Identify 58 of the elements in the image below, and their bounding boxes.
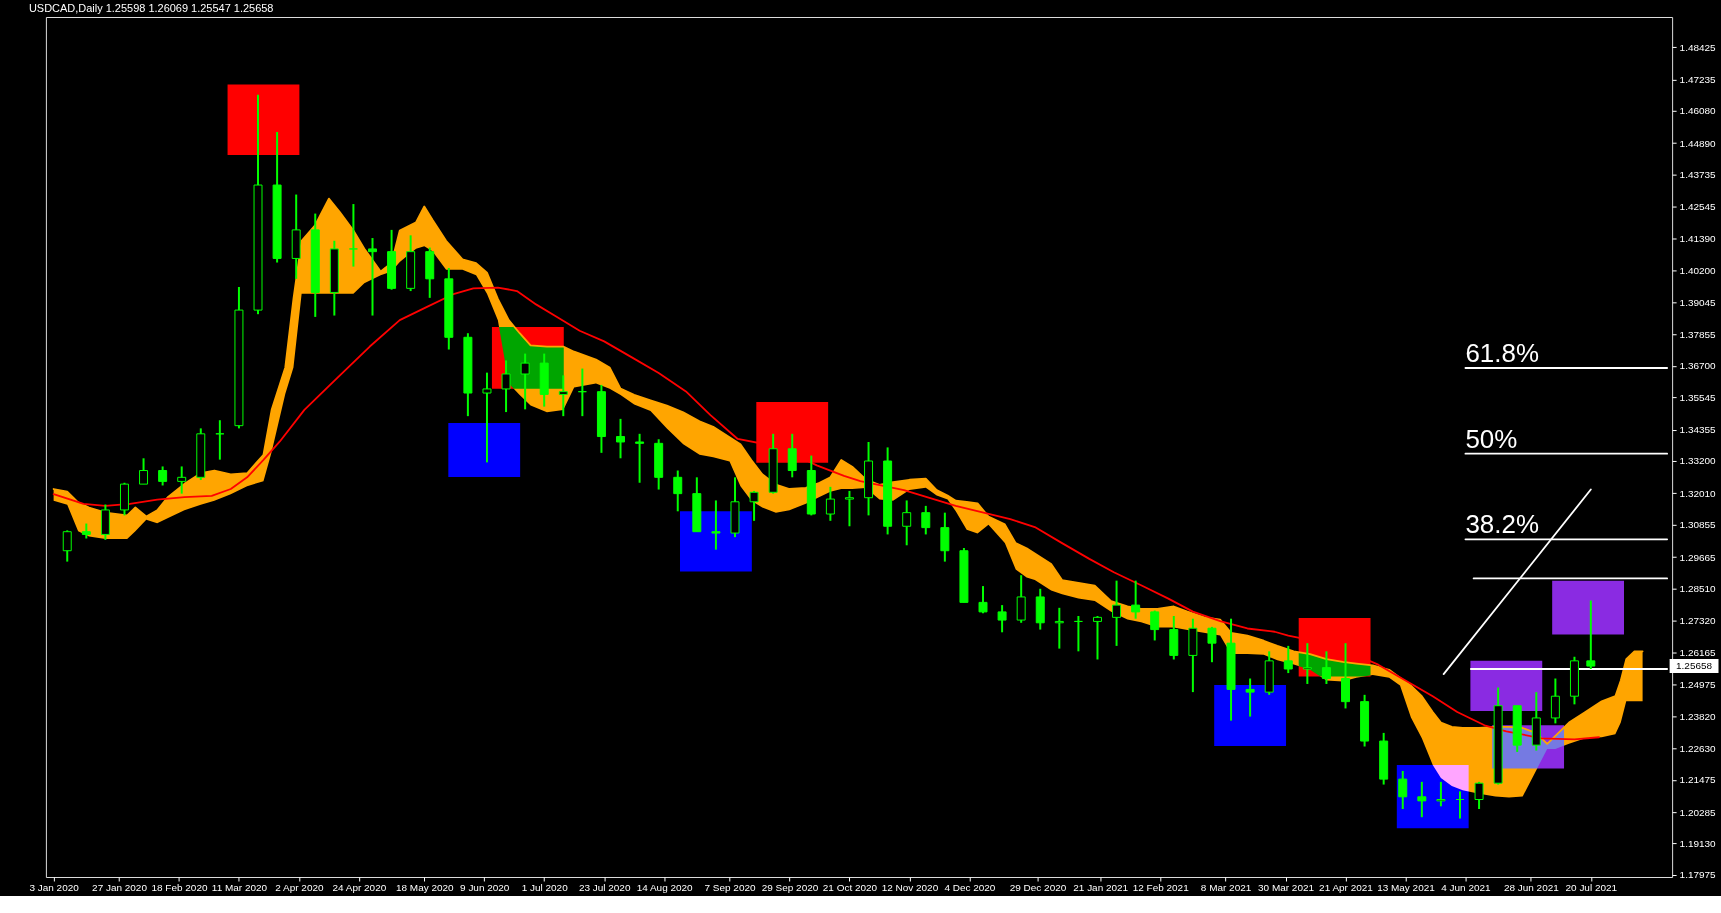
x-tick-label: 12 Feb 2021 [1132,882,1190,894]
y-tick-label: 1.33200 [1679,455,1717,467]
x-tick-label: 8 Mar 2021 [1200,882,1252,894]
y-tick-label: 1.48425 [1679,41,1717,53]
x-tick-label: 4 Jun 2021 [1441,882,1492,894]
x-tick-label: 18 Feb 2020 [151,882,208,894]
y-tick-label: 1.19130 [1679,838,1717,850]
y-tick-label: 1.28510 [1679,583,1717,595]
y-tick-label: 1.20285 [1679,806,1717,818]
chart-title: USDCAD,Daily 1.25598 1.26069 1.25547 1.25658 [28,2,274,15]
x-tick-label: 9 Jun 2020 [460,882,510,894]
x-tick-label: 13 May 2021 [1377,882,1436,894]
y-tick-label: 1.40200 [1679,265,1717,277]
x-tick-label: 30 Mar 2021 [1258,882,1315,894]
x-tick-label: 27 Jan 2020 [92,882,148,894]
y-tick-label: 1.43735 [1679,169,1717,181]
y-tick-label: 1.30855 [1679,519,1717,531]
x-tick-label: 12 Nov 2020 [881,882,939,894]
x-tick-label: 28 Jun 2021 [1503,882,1560,894]
x-tick-label: 18 May 2020 [395,882,455,894]
x-tick-label: 21 Jan 2021 [1073,882,1129,894]
y-tick-label: 1.37855 [1679,328,1717,340]
y-tick-label: 1.44890 [1679,137,1717,149]
y-tick-label: 1.17975 [1679,869,1717,881]
annotation: 1.25658 [1676,660,1713,672]
x-tick-label: 21 Apr 2021 [1319,882,1374,894]
x-tick-label: 29 Sep 2020 [761,882,819,894]
x-tick-label: 29 Dec 2020 [1009,882,1067,894]
y-tick-label: 1.35545 [1679,391,1717,403]
y-tick-label: 1.23820 [1679,710,1717,722]
y-tick-label: 1.36700 [1679,360,1717,372]
y-tick-label: 1.29665 [1679,551,1717,563]
x-tick-label: 21 Oct 2020 [822,882,878,894]
y-tick-label: 1.26165 [1679,646,1717,658]
x-tick-label: 1 Jul 2020 [521,882,569,894]
x-tick-label: 23 Jul 2020 [578,882,631,894]
y-tick-label: 1.39045 [1679,296,1717,308]
series-label: 61.8% [1465,339,1539,368]
y-tick-label: 1.24975 [1679,679,1717,691]
y-tick-label: 1.34355 [1679,424,1717,436]
y-tick-label: 1.27320 [1679,615,1717,627]
x-tick-label: 2 Apr 2020 [275,882,324,894]
y-tick-label: 1.32010 [1679,487,1717,499]
x-tick-label: 3 Jan 2020 [29,882,80,894]
x-tick-label: 24 Apr 2020 [332,882,387,894]
y-tick-label: 1.22630 [1679,742,1717,754]
series-label: 50% [1465,424,1518,453]
y-tick-label: 1.21475 [1679,774,1717,786]
series-label: 38.2% [1465,510,1539,539]
y-tick-label: 1.46080 [1679,105,1717,117]
x-tick-label: 20 Jul 2021 [1565,882,1618,894]
x-tick-label: 4 Dec 2020 [944,882,996,894]
x-tick-label: 7 Sep 2020 [704,882,756,894]
y-tick-label: 1.47235 [1679,73,1717,85]
y-tick-label: 1.42545 [1679,201,1717,213]
x-tick-label: 11 Mar 2020 [211,882,268,894]
y-tick-label: 1.41390 [1679,232,1717,244]
x-tick-label: 14 Aug 2020 [636,882,694,894]
